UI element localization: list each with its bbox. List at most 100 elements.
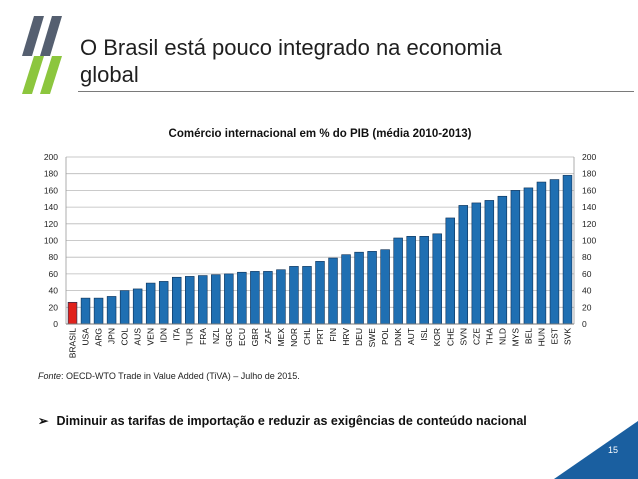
bar-aut	[406, 236, 416, 325]
bar-deu	[354, 251, 364, 325]
x-tick-label: FIN	[328, 328, 338, 342]
x-tick-label: MEX	[276, 328, 286, 347]
x-tick-label: PRT	[315, 328, 325, 345]
x-tick-label: SVK	[562, 328, 572, 345]
bar-isl	[419, 236, 429, 325]
bar-hun	[536, 181, 547, 325]
bar-ven	[145, 282, 156, 325]
page-number: 15	[607, 445, 618, 455]
x-tick-label: COL	[120, 328, 130, 346]
y-tick-label-right: 100	[582, 236, 596, 246]
x-tick-label: DNK	[393, 328, 403, 346]
x-tick-label: CHE	[445, 328, 455, 346]
bar-grc	[224, 273, 234, 325]
bar-idn	[158, 281, 169, 325]
bullet-point: ➢ Diminuir as tarifas de importação e red…	[38, 413, 527, 428]
bar-che	[445, 217, 455, 325]
bar-tur	[185, 276, 195, 325]
x-tick-label: HUN	[536, 328, 546, 346]
x-tick-label: VEN	[146, 328, 156, 345]
y-tick-label-left: 60	[49, 269, 59, 279]
bar-svn	[458, 205, 469, 325]
x-tick-label: MYS	[510, 328, 520, 347]
bar-swe	[367, 251, 377, 325]
bar-nld	[497, 195, 508, 325]
bullet-arrow-icon: ➢	[38, 414, 49, 428]
bar-tha	[484, 200, 495, 325]
logo-stripe-1	[22, 16, 44, 56]
x-tick-label: POL	[380, 328, 390, 345]
source-label: Fonte	[38, 371, 62, 381]
x-tick-label: SWE	[367, 328, 377, 348]
y-tick-label-left: 100	[44, 236, 58, 246]
y-tick-label-left: 80	[49, 252, 59, 262]
y-tick-label-right: 140	[582, 202, 596, 212]
y-tick-label-right: 20	[582, 302, 592, 312]
x-tick-label: BRASIL	[68, 328, 78, 359]
y-tick-label-left: 20	[49, 302, 59, 312]
x-tick-label: EST	[549, 328, 559, 345]
x-tick-label: ISL	[419, 328, 429, 341]
bar-brasil	[67, 301, 78, 325]
x-tick-label: GBR	[250, 328, 260, 346]
y-tick-label-right: 0	[582, 319, 587, 329]
x-tick-label: GRC	[224, 328, 234, 347]
y-tick-label-left: 200	[44, 152, 58, 162]
bar-usa	[80, 297, 91, 325]
y-tick-label-left: 0	[53, 319, 58, 329]
source-note: Fonte: OECD-WTO Trade in Value Added (Ti…	[38, 371, 300, 381]
x-tick-label: USA	[81, 328, 91, 346]
y-tick-label-left: 120	[44, 219, 58, 229]
y-tick-label-left: 180	[44, 169, 58, 179]
bar-chl	[302, 266, 312, 325]
title-divider	[78, 91, 634, 92]
x-tick-label: AUT	[406, 328, 416, 345]
bar-mys	[510, 190, 521, 325]
x-tick-label: HRV	[341, 328, 351, 346]
source-text: : OECD-WTO Trade in Value Added (TiVA) –…	[61, 371, 300, 381]
x-tick-label: THA	[484, 328, 494, 345]
logo-stripe-2	[40, 16, 62, 56]
x-tick-label: JPN	[107, 328, 117, 344]
bar-svk	[562, 175, 573, 325]
chart-title: Comércio internacional em % do PIB (médi…	[169, 128, 472, 140]
x-tick-label: CHL	[302, 328, 312, 345]
bar-arg	[93, 297, 104, 325]
x-tick-label: FRA	[198, 328, 208, 345]
y-tick-label-right: 120	[582, 219, 596, 229]
x-tick-label: ITA	[172, 328, 182, 341]
y-tick-label-right: 40	[582, 286, 592, 296]
bar-pol	[380, 249, 390, 325]
bar-hrv	[341, 254, 351, 325]
bar-gbr	[250, 271, 260, 325]
logo-stripe-3	[22, 56, 44, 94]
logo-stripe-4	[40, 56, 62, 94]
bar-cze	[471, 202, 482, 325]
bar-bel	[523, 187, 534, 325]
bar-aus	[132, 288, 143, 325]
y-tick-label-left: 140	[44, 202, 58, 212]
bar-kor	[432, 233, 442, 325]
x-tick-label: ECU	[237, 328, 247, 346]
x-tick-label: CZE	[471, 328, 481, 345]
bar-prt	[315, 261, 325, 325]
y-tick-label-left: 40	[49, 286, 59, 296]
x-tick-label: KOR	[432, 328, 442, 346]
y-tick-label-right: 60	[582, 269, 592, 279]
x-tick-label: TUR	[185, 328, 195, 345]
bar-ecu	[237, 271, 247, 325]
x-tick-label: NZL	[211, 328, 221, 344]
x-tick-label: IDN	[159, 328, 169, 343]
x-tick-label: BEL	[523, 328, 533, 344]
x-tick-label: ZAF	[263, 328, 273, 344]
x-tick-label: AUS	[133, 328, 143, 346]
x-tick-label: NLD	[497, 328, 507, 345]
x-tick-label: NOR	[289, 328, 299, 347]
bar-zaf	[263, 271, 273, 325]
x-tick-label: SVN	[458, 328, 468, 345]
bar-nzl	[211, 274, 221, 325]
bar-mex	[276, 269, 286, 325]
oecd-logo	[18, 12, 74, 101]
bar-col	[119, 290, 130, 325]
